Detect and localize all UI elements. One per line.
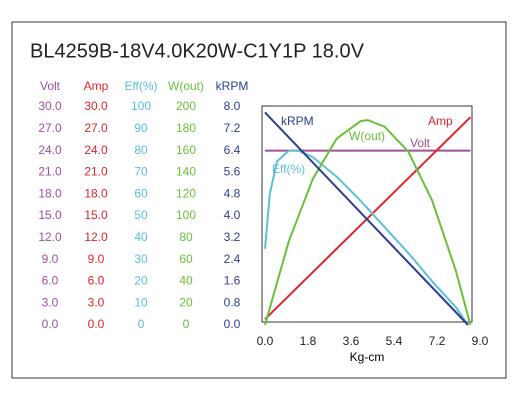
y-tick-label: 0 [183,317,190,331]
y-tick-label: 5.6 [224,165,241,179]
legend-label: Eff(%) [272,162,305,176]
y-tick-label: 18.0 [84,186,108,200]
y-tick-label: 4.8 [224,186,241,200]
y-tick-label: 3.0 [88,295,105,309]
chart-title: BL4259B-18V4.0K20W-C1Y1P 18.0V [30,40,365,62]
x-tick-label: 1.8 [300,334,317,348]
y-tick-label: 24.0 [84,143,108,157]
plot-frame [261,105,473,323]
y-tick-label: 120 [176,186,196,200]
axis-header: kRPM [216,79,249,93]
y-tick-label: 0.8 [224,295,241,309]
y-tick-label: 20 [134,274,148,288]
x-tick-label: 7.2 [429,334,446,348]
legend-label: W(out) [349,129,385,143]
y-tick-label: 100 [131,99,151,113]
y-tick-label: 100 [176,208,196,222]
x-tick-label: 9.0 [472,334,489,348]
y-tick-label: 3.2 [224,230,241,244]
y-tick-label: 2.4 [224,252,241,266]
series-line [264,111,469,326]
series-line [264,119,472,326]
y-tick-label: 160 [176,143,196,157]
y-tick-label: 60 [179,252,193,266]
axis-header: Eff(%) [124,79,157,93]
y-tick-label: 40 [179,274,193,288]
axis-header: W(out) [168,79,204,93]
y-tick-label: 12.0 [84,230,108,244]
y-tick-label: 0 [138,317,145,331]
y-tick-label: 70 [134,165,148,179]
y-tick-label: 15.0 [84,208,108,222]
y-tick-label: 9.0 [88,252,105,266]
chart-frame [11,21,507,379]
y-tick-label: 27.0 [84,121,108,135]
x-tick-label: 3.6 [343,334,360,348]
y-tick-label: 18.0 [38,186,62,200]
y-tick-label: 30.0 [38,99,62,113]
y-tick-label: 0.0 [42,317,59,331]
y-tick-label: 9.0 [42,252,59,266]
y-tick-label: 21.0 [84,165,108,179]
y-tick-label: 10 [134,295,148,309]
y-tick-label: 6.0 [42,274,59,288]
x-tick-label: 5.4 [386,334,403,348]
axis-header: Amp [84,79,109,93]
y-tick-label: 200 [176,99,196,113]
y-tick-label: 3.0 [42,295,59,309]
y-tick-label: 27.0 [38,121,62,135]
y-tick-label: 15.0 [38,208,62,222]
y-tick-label: 80 [179,230,193,244]
axis-header: Volt [40,79,61,93]
y-tick-label: 0.0 [88,317,105,331]
series-line [264,116,472,320]
y-tick-label: 80 [134,143,148,157]
y-tick-label: 30 [134,252,148,266]
y-tick-label: 12.0 [38,230,62,244]
y-tick-label: 7.2 [224,121,241,135]
legend-label: kRPM [281,114,314,128]
legend-label: Amp [428,114,453,128]
y-tick-label: 6.0 [88,274,105,288]
y-tick-label: 90 [134,121,148,135]
y-tick-label: 21.0 [38,165,62,179]
y-tick-label: 50 [134,208,148,222]
legend-label: Volt [410,136,431,150]
y-tick-label: 40 [134,230,148,244]
y-tick-label: 8.0 [224,99,241,113]
y-tick-label: 180 [176,121,196,135]
x-tick-label: 0.0 [257,334,274,348]
y-tick-label: 0.0 [224,317,241,331]
x-axis-label: Kg-cm [350,350,385,364]
y-tick-label: 60 [134,186,148,200]
y-tick-label: 24.0 [38,143,62,157]
y-tick-label: 140 [176,165,196,179]
y-tick-label: 30.0 [84,99,108,113]
y-tick-label: 1.6 [224,274,241,288]
series-line [264,149,469,326]
y-tick-label: 6.4 [224,143,241,157]
y-tick-label: 4.0 [224,208,241,222]
y-tick-label: 20 [179,295,193,309]
